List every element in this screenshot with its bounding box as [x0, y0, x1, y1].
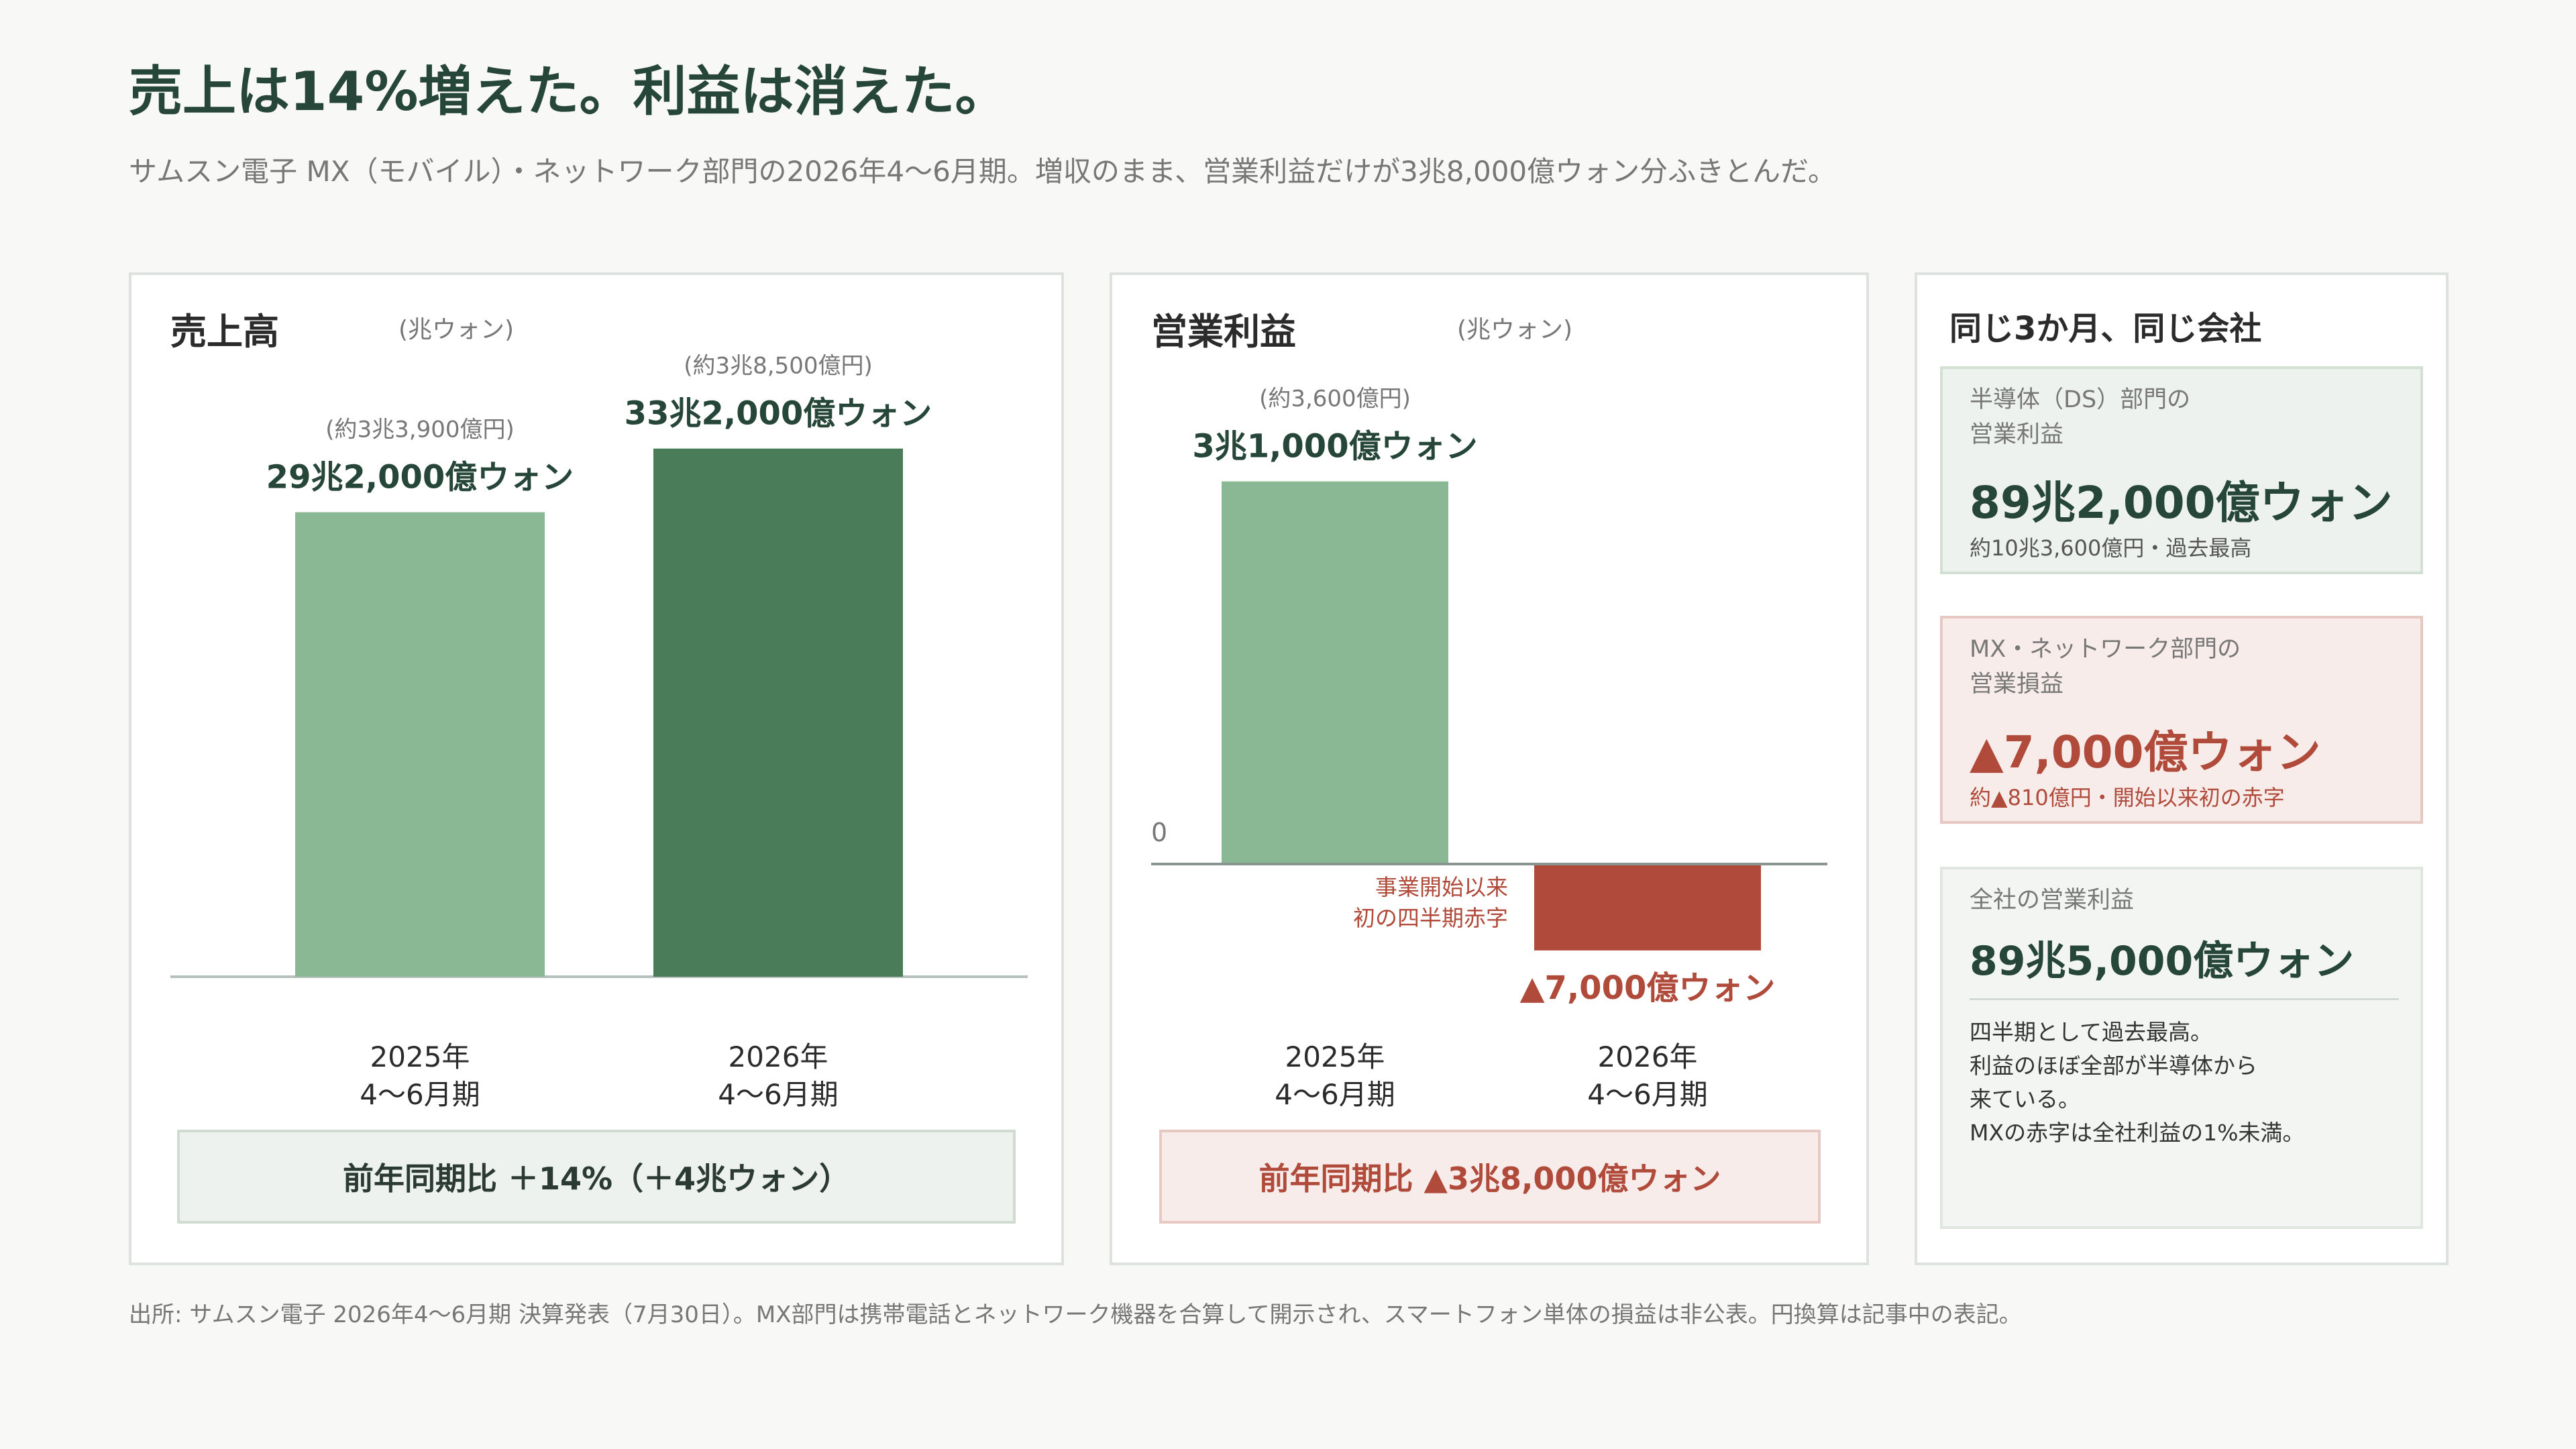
revenue-unit: (兆ウォン)	[398, 316, 515, 343]
page-title: 売上は14%増えた。利益は消えた。	[129, 60, 1009, 123]
profit-unit: (兆ウォン)	[1457, 316, 1573, 343]
profit-annotation-line-0: 事業開始以来	[1375, 874, 1508, 900]
profit-value-label-1: ▲7,000億ウォン	[1520, 969, 1776, 1007]
source-note: 出所: サムスン電子 2026年4〜6月期 決算発表（7月30日）。MX部門は携…	[129, 1301, 2022, 1328]
company-card-note: 四半期として過去最高。 利益のほぼ全部が半導体から 来ている。 MXの赤字は全社…	[1970, 1019, 2305, 1146]
profit-xlabel-year-1: 2026年	[1598, 1040, 1698, 1073]
profit-annotation-line-1: 初の四半期赤字	[1353, 905, 1508, 931]
mx-loss-card: MX・ネットワーク部門の 営業損益 ▲7,000億ウォン 約▲810億円・開始以来…	[1940, 616, 2423, 824]
revenue-bar-0	[295, 512, 545, 977]
profit-bar-0	[1222, 481, 1448, 864]
ds-card-sub: 約10兆3,600億円・過去最高	[1970, 535, 2252, 561]
ds-card-value: 89兆2,000億ウォン	[1970, 477, 2393, 529]
revenue-value-label-1: 33兆2,000億ウォン	[625, 395, 932, 433]
revenue-xlabel-year-1: 2026年	[729, 1040, 828, 1073]
profit-bar-1	[1534, 864, 1761, 951]
revenue-chart: 29兆2,000億ウォン (約3兆3,900億円) 2025年 4〜6月期 33兆2,0…	[170, 353, 1028, 1111]
profit-xlabel-period-0: 4〜6月期	[1275, 1078, 1395, 1111]
mx-card-label: MX・ネットワーク部門の 営業損益	[1970, 636, 2241, 698]
profit-chart: 0 3兆1,000億ウォン (約3,600億円) 2025年 4〜6月期 ▲7,000億ウ…	[1151, 386, 1827, 1111]
mx-card-value: ▲7,000億ウォン	[1970, 727, 2321, 778]
mx-card-sub: 約▲810億円・開始以来初の赤字	[1970, 785, 2285, 810]
revenue-xlabel-year-0: 2025年	[370, 1040, 470, 1073]
ds-card-label: 半導体（DS）部門の 営業利益	[1970, 386, 2191, 448]
company-card-label: 全社の営業利益	[1970, 887, 2135, 914]
revenue-yen-label-1: (約3兆8,500億円)	[684, 353, 873, 380]
side-title: 同じ3か月、同じ会社	[1949, 310, 2262, 347]
revenue-yen-label-0: (約3兆3,900億円)	[325, 417, 515, 443]
company-card-value: 89兆5,000億ウォン	[1970, 938, 2355, 985]
profit-xlabel-period-1: 4〜6月期	[1587, 1078, 1707, 1111]
revenue-xlabel-period-0: 4〜6月期	[360, 1078, 480, 1111]
profit-yen-label-0: (約3,600億円)	[1259, 386, 1411, 413]
profit-title: 営業利益	[1151, 311, 1296, 353]
profit-value-label-0: 3兆1,000億ウォン	[1192, 428, 1477, 466]
profit-panel: 営業利益 (兆ウォン) 0 3兆1,000億ウォン (約3,600億円) 2025年 4…	[1110, 272, 1869, 1265]
side-panel: 同じ3か月、同じ会社 半導体（DS）部門の 営業利益 89兆2,000億ウォン 約…	[1915, 272, 2449, 1265]
revenue-summary: 前年同期比 ＋14%（＋4兆ウォン）	[177, 1130, 1016, 1224]
company-card-divider	[1970, 998, 2399, 1000]
revenue-bar-1	[653, 448, 903, 977]
page-subtitle: サムスン電子 MX（モバイル）・ネットワーク部門の2026年4〜6月期。増収のま…	[129, 155, 1836, 188]
profit-summary: 前年同期比 ▲3兆8,000億ウォン	[1159, 1130, 1821, 1224]
ds-profit-card: 半導体（DS）部門の 営業利益 89兆2,000億ウォン 約10兆3,600億円・…	[1940, 366, 2423, 574]
revenue-panel: 売上高 (兆ウォン) 29兆2,000億ウォン (約3兆3,900億円) 2025年…	[129, 272, 1064, 1265]
revenue-value-label-0: 29兆2,000億ウォン	[266, 459, 574, 496]
profit-xlabel-year-0: 2025年	[1285, 1040, 1385, 1073]
company-profit-card: 全社の営業利益 89兆5,000億ウォン 四半期として過去最高。 利益のほぼ全部…	[1940, 867, 2423, 1229]
revenue-xlabel-period-1: 4〜6月期	[718, 1078, 838, 1111]
profit-zero-label: 0	[1151, 818, 1167, 847]
revenue-title: 売上高	[170, 311, 279, 353]
